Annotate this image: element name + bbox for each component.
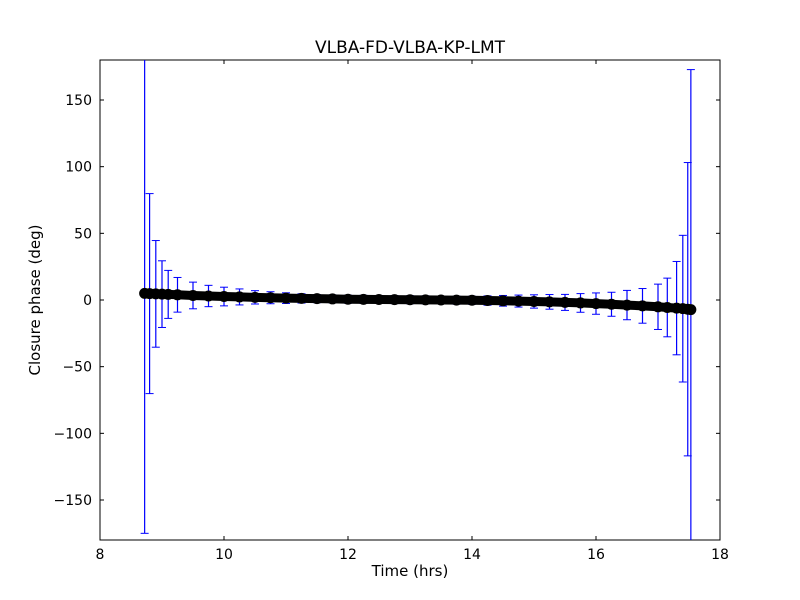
- x-tick-label: 8: [96, 547, 105, 563]
- data-point: [652, 301, 664, 313]
- data-point: [373, 293, 385, 305]
- data-point: [203, 290, 214, 302]
- data-point: [218, 291, 230, 303]
- y-tick-label: 0: [83, 293, 92, 309]
- x-tick-label: 16: [587, 547, 605, 563]
- y-axis-label: Closure phase (deg): [26, 225, 44, 376]
- data-point: [528, 295, 540, 307]
- data-point: [544, 296, 555, 308]
- data-point: [661, 301, 673, 313]
- data-point: [342, 293, 354, 305]
- data-point: [482, 295, 493, 307]
- data-point: [497, 295, 509, 307]
- y-tick-label: −100: [54, 426, 92, 442]
- data-point: [513, 295, 524, 307]
- data-point: [234, 291, 245, 303]
- chart-title: VLBA-FD-VLBA-KP-LMT: [315, 38, 506, 58]
- y-tick-label: 150: [65, 93, 92, 109]
- x-tick-label: 18: [711, 547, 729, 563]
- data-point: [327, 293, 338, 305]
- y-tick-label: −50: [62, 360, 92, 376]
- data-point: [451, 294, 462, 306]
- data-point: [435, 294, 447, 306]
- data-point: [172, 289, 183, 301]
- data-point: [162, 288, 174, 300]
- data-point: [559, 296, 571, 308]
- data-point: [296, 292, 307, 304]
- x-tick-label: 14: [463, 547, 481, 563]
- data-point: [420, 294, 431, 306]
- x-tick-label: 10: [215, 547, 233, 563]
- y-tick-label: 100: [65, 160, 92, 176]
- data-point: [575, 297, 586, 309]
- data-point: [621, 299, 633, 311]
- data-point: [187, 289, 199, 301]
- data-point: [590, 298, 602, 310]
- data-point: [358, 293, 369, 305]
- x-axis-label: Time (hrs): [371, 562, 449, 580]
- data-point: [685, 304, 697, 316]
- data-point: [311, 293, 323, 305]
- x-axis-ticks: 8 10 12 14 16 18: [96, 60, 729, 563]
- data-point: [249, 291, 261, 303]
- y-axis-ticks: −150 −100 −50 0 50 100 150: [54, 93, 720, 509]
- data-point: [265, 292, 276, 304]
- data-point: [637, 300, 648, 312]
- data-point: [389, 294, 400, 306]
- y-tick-label: 50: [74, 226, 92, 242]
- data-point: [280, 292, 292, 304]
- y-tick-label: −150: [54, 493, 92, 509]
- x-tick-label: 12: [339, 547, 357, 563]
- data-point: [466, 294, 478, 306]
- data-point: [606, 298, 617, 310]
- data-point: [404, 294, 416, 306]
- data-points: [139, 287, 697, 316]
